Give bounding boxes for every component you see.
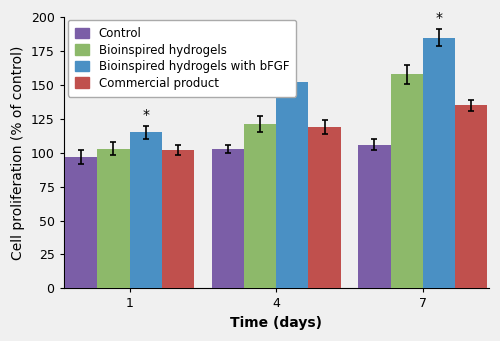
Bar (98, 149, 130, 288)
Bar (162, 150, 194, 288)
X-axis label: Time (days): Time (days) (230, 316, 322, 330)
Bar (308, 127, 341, 288)
Bar (244, 124, 276, 288)
Bar (65, 157, 98, 288)
Text: *: * (436, 11, 442, 25)
Text: *: * (142, 108, 149, 122)
Bar (358, 145, 390, 288)
Bar (276, 82, 308, 288)
Y-axis label: Cell proliferation (% of control): Cell proliferation (% of control) (11, 46, 25, 260)
Bar (130, 132, 162, 288)
Legend: Control, Bioinspired hydrogels, Bioinspired hydrogels with bFGF, Commercial prod: Control, Bioinspired hydrogels, Bioinspi… (68, 20, 296, 97)
Bar (212, 149, 244, 288)
Bar (423, 38, 455, 288)
Bar (455, 105, 488, 288)
Bar (390, 74, 423, 288)
Text: *: * (289, 57, 296, 72)
